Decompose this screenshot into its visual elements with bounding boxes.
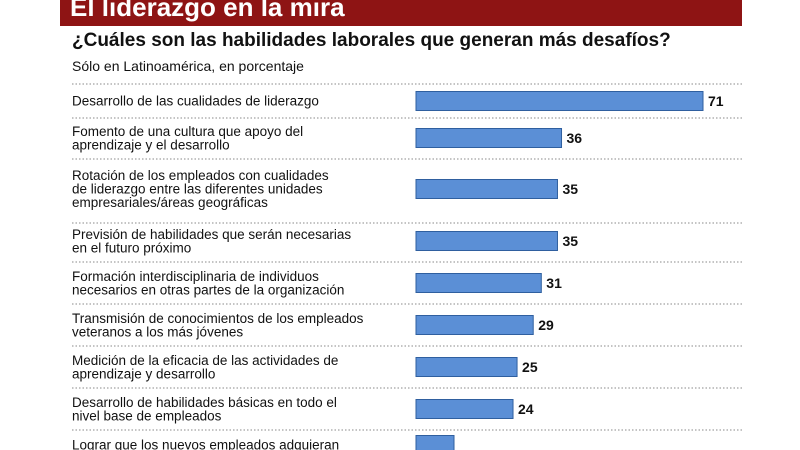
bar-row: Lograr que los nuevos empleados adquiera… xyxy=(72,435,455,450)
bar-row: Medición de la eficacia de las actividad… xyxy=(72,353,538,382)
bar xyxy=(415,357,518,377)
bar-row: Fomento de una cultura que apoyo del apre… xyxy=(72,124,582,153)
category-label: Medición de la eficacia de las actividad… xyxy=(72,353,338,382)
bar-row: Previsión de habilidades que serán neces… xyxy=(72,227,578,256)
value-label: 29 xyxy=(538,317,554,333)
category-label: Transmisión de conocimientos de los empl… xyxy=(72,311,364,340)
category-label: Rotación de los empleados con cualidades… xyxy=(72,168,329,210)
value-label: 35 xyxy=(562,233,578,249)
value-label: 25 xyxy=(522,359,538,375)
bar xyxy=(415,128,563,148)
unit-note: Sólo en Latinoamérica, en porcentaje xyxy=(72,58,304,74)
category-label: Lograr que los nuevos empleados adquiera… xyxy=(72,438,339,450)
bar xyxy=(415,399,514,419)
value-label: 35 xyxy=(562,181,578,197)
bar xyxy=(415,273,542,293)
category-label: Desarrollo de habilidades básicas en tod… xyxy=(72,395,337,424)
category-label: Fomento de una cultura que apoyo del apre… xyxy=(72,124,303,153)
bar xyxy=(415,91,704,111)
value-label: 24 xyxy=(518,401,534,417)
bar-row: Formación interdisciplinaria de individu… xyxy=(72,269,562,298)
category-label: Desarrollo de las cualidades de liderazg… xyxy=(72,94,319,109)
chart-subtitle: ¿Cuáles son las habilidades laborales qu… xyxy=(72,30,671,51)
bar xyxy=(415,435,455,450)
value-label: 31 xyxy=(546,275,562,291)
bar-row: Transmisión de conocimientos de los empl… xyxy=(72,311,554,340)
category-label: Previsión de habilidades que serán neces… xyxy=(72,227,351,256)
bar-row: Rotación de los empleados con cualidades… xyxy=(72,168,578,210)
bar xyxy=(415,231,558,251)
bar-row: Desarrollo de las cualidades de liderazg… xyxy=(72,91,724,111)
value-label: 71 xyxy=(708,93,724,109)
value-label: 36 xyxy=(567,130,583,146)
chart-title: El liderazgo en la mira xyxy=(70,0,345,22)
bar xyxy=(415,179,558,199)
category-label: Formación interdisciplinaria de individu… xyxy=(72,269,344,298)
title-banner: El liderazgo en la mira xyxy=(60,0,742,26)
bar xyxy=(415,315,534,335)
bar-row: Desarrollo de habilidades básicas en tod… xyxy=(72,395,534,424)
